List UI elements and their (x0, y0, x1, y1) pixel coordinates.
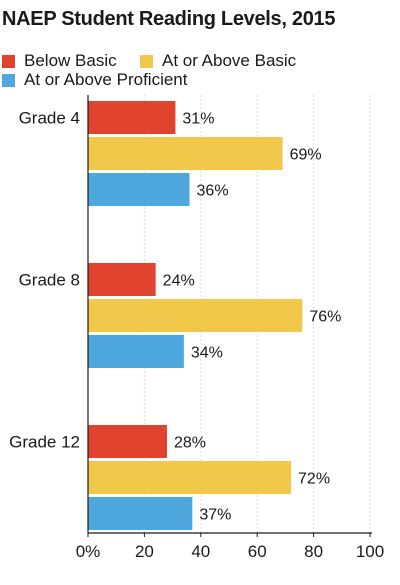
category-label-1: Grade 8 (19, 271, 80, 290)
bar-0-1 (88, 137, 283, 170)
bar-1-2 (88, 335, 184, 368)
bar-2-0 (88, 425, 167, 458)
data-label-0-0: 31% (182, 111, 214, 128)
data-label-2-0: 28% (174, 435, 206, 452)
x-tick-label-40: 40 (191, 542, 210, 561)
bar-2-2 (88, 497, 193, 530)
data-label-1-0: 24% (163, 273, 195, 290)
bar-0-2 (88, 173, 190, 206)
legend-item-at-or-above-proficient: At or Above Proficient (2, 70, 187, 90)
chart-title: NAEP Student Reading Levels, 2015 (2, 8, 336, 30)
bar-1-0 (88, 263, 156, 296)
legend-swatch-at-or-above-basic (140, 54, 153, 68)
data-label-0-2: 36% (197, 183, 229, 200)
bar-1-1 (88, 299, 303, 332)
legend-label-at-or-above-proficient: At or Above Proficient (24, 70, 188, 89)
legend-swatch-below-basic (2, 54, 15, 68)
x-tick-label-0: 0% (76, 542, 101, 561)
legend-item-below-basic: Below Basic (2, 51, 117, 71)
bar-2-1 (88, 461, 292, 494)
data-label-2-2: 37% (199, 507, 231, 524)
legend-swatch-at-or-above-proficient (2, 73, 15, 87)
data-label-1-2: 34% (191, 345, 223, 362)
data-label-2-1: 72% (298, 471, 330, 488)
legend-item-at-or-above-basic: At or Above Basic (140, 51, 296, 71)
legend-label-at-or-above-basic: At or Above Basic (162, 51, 297, 70)
x-tick-label-60: 60 (248, 542, 267, 561)
x-tick-label-100: 100 (356, 542, 384, 561)
chart-legend: Below Basic At or Above Basic At or Abov… (0, 46, 400, 90)
x-tick-label-20: 20 (135, 542, 154, 561)
legend-label-below-basic: Below Basic (24, 51, 117, 70)
x-tick-label-80: 80 (304, 542, 323, 561)
data-label-0-1: 69% (290, 147, 322, 164)
category-label-2: Grade 12 (9, 433, 80, 452)
data-label-1-1: 76% (309, 309, 341, 326)
bar-0-0 (88, 101, 176, 134)
category-label-0: Grade 4 (19, 109, 80, 128)
